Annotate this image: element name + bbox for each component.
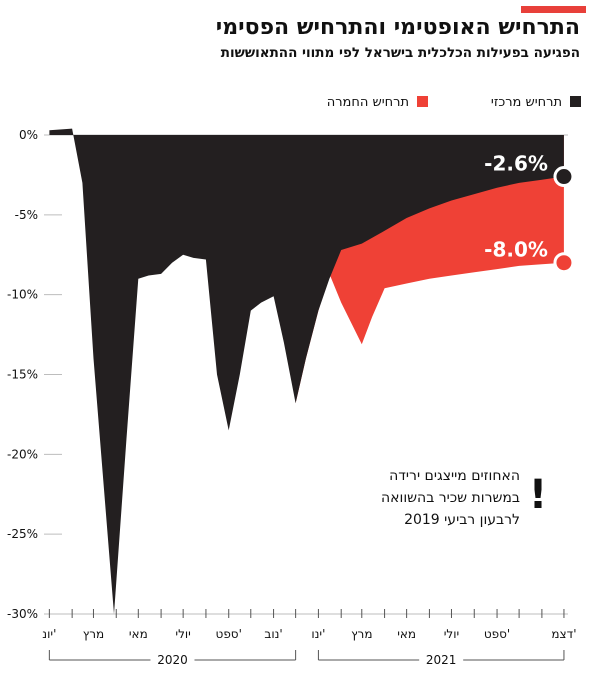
central-end-dot xyxy=(553,166,575,188)
y-tick-label: -25% xyxy=(7,527,38,541)
legend-label-red: תרחיש החמרה xyxy=(327,95,409,110)
annotation-line-1: האחוזים מייצגים ירידה xyxy=(389,468,520,484)
chart-title: התרחיש האופטימי והתרחיש הפסימי xyxy=(215,15,580,40)
x-tick-label: ספט' xyxy=(216,627,242,641)
y-tick-label: -10% xyxy=(7,288,38,302)
annotation-exclamation-icon: ! xyxy=(529,472,547,518)
central-end-label: -2.6% xyxy=(484,152,548,176)
x-tick-label: יונ' xyxy=(42,627,56,641)
chart-subtitle: הפגיעה בפעילות הכלכלית בישראל לפי מתווי … xyxy=(220,45,580,61)
header-accent-bar xyxy=(521,6,586,13)
x-tick-label: דצמ' xyxy=(551,627,576,641)
y-tick-label: -5% xyxy=(15,208,38,222)
x-tick-label: נוב' xyxy=(264,627,282,641)
x-axis: יונ' מרץ מאי יולי ספט' נוב' ינו' מרץ מאי יולי ספט'… xyxy=(42,609,577,667)
y-tick-label: 0% xyxy=(19,128,38,142)
y-tick-label: -30% xyxy=(7,607,38,621)
series-area-central xyxy=(49,128,564,614)
legend: תרחיש מרכזי תרחיש החמרה xyxy=(327,95,581,110)
end-labels: -8.0% -2.6% xyxy=(484,152,575,274)
x-tick-label: ינו' xyxy=(311,627,325,641)
legend-label-central: תרחיש מרכזי xyxy=(491,95,562,110)
annotation-line-3: לרבעון רביעי 2019 xyxy=(404,512,520,528)
x-tick-label: יולי xyxy=(444,627,459,641)
year-label: 2021 xyxy=(426,653,457,667)
red-end-dot xyxy=(553,252,575,274)
legend-swatch-central xyxy=(570,96,581,107)
x-tick-label: מרץ xyxy=(351,627,372,641)
annotation: האחוזים מייצגים ירידה במשרות שכיר בהשווא… xyxy=(381,468,547,528)
x-tick-label: יולי xyxy=(175,627,190,641)
x-tick-label: מאי xyxy=(129,627,148,641)
plot-area xyxy=(49,128,564,614)
y-tick-label: -15% xyxy=(7,368,38,382)
annotation-line-2: במשרות שכיר בהשוואה xyxy=(381,490,520,506)
x-tick-label: מאי xyxy=(397,627,416,641)
year-label: 2020 xyxy=(157,653,188,667)
x-tick-label: ספט' xyxy=(484,627,510,641)
legend-swatch-red xyxy=(417,96,428,107)
x-tick-label: מרץ xyxy=(83,627,104,641)
y-tick-label: -20% xyxy=(7,447,38,461)
red-end-label: -8.0% xyxy=(484,238,548,262)
